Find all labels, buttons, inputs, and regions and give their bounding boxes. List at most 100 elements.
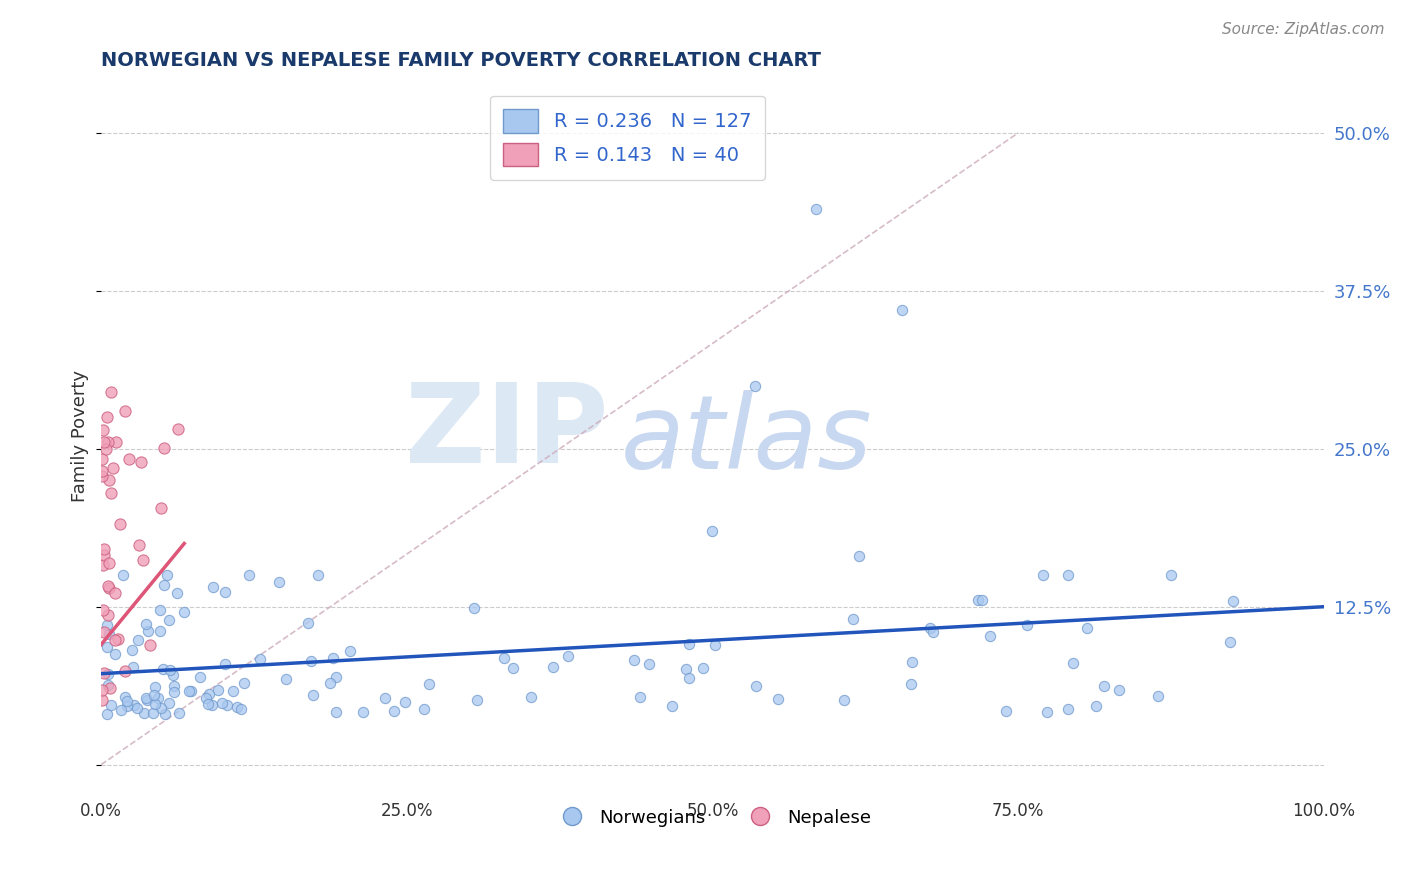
Point	[201, 698, 224, 712]
Point	[745, 679, 768, 693]
Point	[1057, 568, 1080, 582]
Point	[96, 410, 118, 425]
Point	[97, 678, 120, 692]
Point	[143, 680, 166, 694]
Point	[299, 654, 322, 668]
Point	[274, 672, 297, 686]
Point	[678, 637, 700, 651]
Point	[149, 624, 172, 638]
Text: atlas: atlas	[621, 390, 872, 490]
Point	[194, 691, 217, 706]
Point	[891, 302, 914, 317]
Point	[1032, 568, 1054, 582]
Point	[233, 676, 256, 690]
Point	[207, 683, 229, 698]
Point	[211, 696, 233, 710]
Point	[118, 452, 141, 467]
Point	[202, 580, 225, 594]
Point	[91, 464, 114, 478]
Point	[93, 542, 115, 557]
Point	[135, 690, 157, 705]
Point	[173, 606, 195, 620]
Point	[339, 644, 361, 658]
Point	[91, 683, 114, 698]
Point	[492, 650, 515, 665]
Point	[114, 665, 136, 679]
Point	[979, 629, 1001, 643]
Point	[142, 688, 165, 702]
Point	[135, 693, 157, 707]
Point	[91, 452, 114, 467]
Point	[110, 703, 132, 717]
Point	[1036, 705, 1059, 719]
Point	[325, 669, 347, 683]
Point	[104, 632, 127, 647]
Point	[127, 632, 149, 647]
Point	[322, 650, 344, 665]
Point	[413, 702, 436, 716]
Point	[103, 460, 125, 475]
Point	[136, 624, 159, 638]
Point	[222, 684, 245, 698]
Point	[225, 699, 247, 714]
Point	[238, 568, 260, 582]
Point	[98, 681, 121, 695]
Point	[128, 538, 150, 552]
Point	[114, 404, 136, 418]
Point	[131, 455, 153, 469]
Point	[1108, 682, 1130, 697]
Point	[156, 568, 179, 582]
Point	[93, 625, 115, 640]
Point	[1076, 621, 1098, 635]
Y-axis label: Family Poverty: Family Poverty	[72, 370, 89, 502]
Text: ZIP: ZIP	[405, 379, 609, 486]
Point	[100, 486, 122, 500]
Point	[91, 423, 114, 437]
Point	[520, 690, 543, 704]
Point	[142, 706, 165, 720]
Point	[135, 617, 157, 632]
Point	[93, 548, 115, 562]
Point	[384, 704, 406, 718]
Point	[163, 685, 186, 699]
Point	[159, 663, 181, 677]
Point	[702, 524, 724, 538]
Point	[91, 693, 114, 707]
Point	[921, 624, 943, 639]
Point	[766, 692, 789, 706]
Point	[188, 670, 211, 684]
Point	[97, 626, 120, 640]
Point	[374, 690, 396, 705]
Point	[744, 378, 766, 392]
Point	[157, 696, 180, 710]
Point	[149, 501, 172, 516]
Point	[1092, 680, 1115, 694]
Point	[100, 384, 122, 399]
Point	[104, 585, 127, 599]
Point	[162, 668, 184, 682]
Point	[1057, 702, 1080, 716]
Point	[918, 621, 941, 635]
Point	[145, 697, 167, 711]
Point	[177, 683, 200, 698]
Point	[463, 601, 485, 615]
Point	[180, 684, 202, 698]
Point	[1219, 634, 1241, 648]
Point	[1160, 568, 1182, 582]
Point	[149, 603, 172, 617]
Point	[104, 647, 127, 661]
Point	[98, 582, 121, 596]
Point	[153, 441, 176, 455]
Point	[93, 434, 115, 449]
Point	[352, 705, 374, 719]
Point	[1147, 689, 1170, 703]
Point	[162, 679, 184, 693]
Point	[198, 687, 221, 701]
Point	[502, 661, 524, 675]
Point	[115, 698, 138, 713]
Point	[970, 593, 993, 607]
Point	[97, 473, 120, 487]
Point	[628, 690, 651, 704]
Point	[104, 435, 127, 450]
Point	[901, 655, 924, 669]
